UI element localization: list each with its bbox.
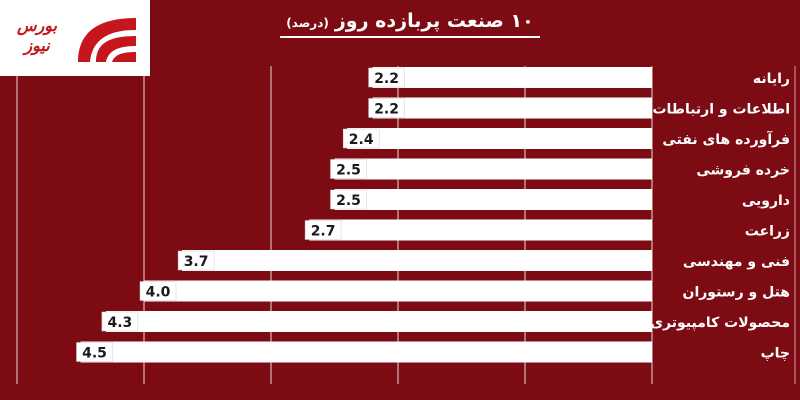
value-label-box [330,159,367,179]
logo-text: بورس نیوز [17,16,57,55]
category-label: خرده فروشی [696,163,790,179]
bar [347,128,652,149]
category-label: چاپ [761,346,790,362]
chart-title-unit: (درصد) [286,16,329,30]
category-label: اطلاعات و ارتباطات [652,102,790,118]
bar [309,219,652,241]
value-label: 2.2 [374,102,399,118]
chart-title-wrap: ۱۰ صنعت پربازده روز (درصد) [220,8,600,48]
value-label-box [368,98,405,118]
value-label-box [342,128,380,149]
value-label-box [304,220,342,240]
value-label: 2.4 [349,132,374,148]
logo-mark-icon [78,18,136,62]
value-label: 3.7 [184,254,209,270]
category-label: زراعت [745,224,790,240]
category-label: فنی و مهندسی [683,254,790,270]
value-label-box [101,311,139,332]
value-label: 2.2 [374,71,399,87]
bar [372,97,652,119]
category-label: هتل و رستوران [683,285,791,301]
value-label: 2.5 [336,193,361,209]
category-label: فرآورده های نفتی [662,130,790,148]
bar [144,280,652,302]
bar [334,189,652,210]
value-label: 4.0 [146,285,171,301]
value-label-box [330,189,367,210]
category-label: رایانه [753,71,790,87]
category-label: دارویی [742,193,790,209]
bar [105,311,652,332]
value-label: 4.5 [82,346,107,362]
value-label-box [139,281,177,301]
bar [334,158,652,180]
value-label-box [76,342,113,362]
value-label-box [368,67,405,88]
chart-title: ۱۰ صنعت پربازده روز (درصد) [280,8,540,38]
value-label: 2.7 [311,224,336,240]
value-label: 2.5 [336,163,361,179]
value-label: 4.3 [107,315,132,331]
value-label-box [177,250,215,271]
bar [372,67,652,88]
boursenews-logo: بورس نیوز [0,0,150,76]
bar [80,341,652,363]
chart-title-text: ۱۰ صنعت پربازده روز [334,10,534,32]
category-label: محصولات کامپیوتری [650,315,790,331]
bar [182,250,652,271]
